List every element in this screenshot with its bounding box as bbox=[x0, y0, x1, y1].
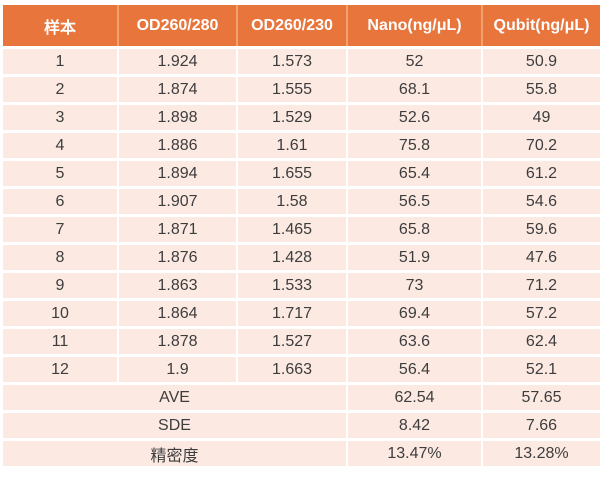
cell-od260-230: 1.663 bbox=[236, 354, 348, 385]
summary-row: SDE 8.42 7.66 bbox=[3, 410, 600, 441]
cell-od260-280: 1.864 bbox=[117, 298, 238, 329]
summary-row: AVE 62.54 57.65 bbox=[3, 382, 600, 413]
cell-nano: 65.8 bbox=[346, 214, 483, 245]
summary-label: AVE bbox=[3, 382, 348, 413]
cell-sample: 8 bbox=[3, 242, 119, 273]
cell-nano: 8.42 bbox=[346, 410, 483, 441]
cell-nano: 52.6 bbox=[346, 102, 483, 133]
cell-sample: 5 bbox=[3, 158, 119, 189]
table-row: 2 1.874 1.555 68.1 55.8 bbox=[3, 74, 600, 105]
cell-sample: 10 bbox=[3, 298, 119, 329]
table-row: 8 1.876 1.428 51.9 47.6 bbox=[3, 242, 600, 273]
cell-qubit: 50.9 bbox=[481, 46, 600, 77]
table-row: 7 1.871 1.465 65.8 59.6 bbox=[3, 214, 600, 245]
summary-label: 精密度 bbox=[3, 438, 348, 469]
cell-sample: 11 bbox=[3, 326, 119, 357]
cell-qubit: 54.6 bbox=[481, 186, 600, 217]
cell-qubit: 61.2 bbox=[481, 158, 600, 189]
header-row: 样本 OD260/280 OD260/230 Nano(ng/μL) Qubit… bbox=[3, 5, 600, 49]
page: 样本 OD260/280 OD260/230 Nano(ng/μL) Qubit… bbox=[3, 5, 600, 469]
table-row: 1 1.924 1.573 52 50.9 bbox=[3, 46, 600, 77]
cell-od260-230: 1.573 bbox=[236, 46, 348, 77]
cell-qubit: 59.6 bbox=[481, 214, 600, 245]
cell-qubit: 47.6 bbox=[481, 242, 600, 273]
cell-od260-280: 1.894 bbox=[117, 158, 238, 189]
table-row: 11 1.878 1.527 63.6 62.4 bbox=[3, 326, 600, 357]
summary-label: SDE bbox=[3, 410, 348, 441]
cell-nano: 65.4 bbox=[346, 158, 483, 189]
cell-od260-230: 1.533 bbox=[236, 270, 348, 301]
cell-od260-280: 1.871 bbox=[117, 214, 238, 245]
cell-od260-230: 1.529 bbox=[236, 102, 348, 133]
cell-qubit: 57.65 bbox=[481, 382, 600, 413]
col-header-od260-280: OD260/280 bbox=[117, 5, 237, 49]
cell-od260-280: 1.898 bbox=[117, 102, 238, 133]
cell-nano: 56.4 bbox=[346, 354, 483, 385]
cell-od260-230: 1.527 bbox=[236, 326, 348, 357]
col-header-sample: 样本 bbox=[3, 5, 118, 49]
summary-row: 精密度 13.47% 13.28% bbox=[3, 438, 600, 469]
cell-od260-230: 1.465 bbox=[236, 214, 348, 245]
cell-qubit: 71.2 bbox=[481, 270, 600, 301]
table-row: 12 1.9 1.663 56.4 52.1 bbox=[3, 354, 600, 385]
table-row: 4 1.886 1.61 75.8 70.2 bbox=[3, 130, 600, 161]
cell-od260-280: 1.874 bbox=[117, 74, 238, 105]
table-body: 1 1.924 1.573 52 50.9 2 1.874 1.555 68.1 55.8 3 1.8… bbox=[3, 46, 600, 469]
cell-nano: 56.5 bbox=[346, 186, 483, 217]
cell-nano: 51.9 bbox=[346, 242, 483, 273]
cell-od260-230: 1.428 bbox=[236, 242, 348, 273]
cell-nano: 52 bbox=[346, 46, 483, 77]
cell-qubit: 7.66 bbox=[481, 410, 600, 441]
cell-sample: 2 bbox=[3, 74, 119, 105]
cell-od260-280: 1.876 bbox=[117, 242, 238, 273]
cell-qubit: 70.2 bbox=[481, 130, 600, 161]
cell-od260-280: 1.9 bbox=[117, 354, 238, 385]
cell-od260-280: 1.924 bbox=[117, 46, 238, 77]
cell-nano: 13.47% bbox=[346, 438, 483, 469]
col-header-nano: Nano(ng/μL) bbox=[346, 5, 482, 49]
table-row: 10 1.864 1.717 69.4 57.2 bbox=[3, 298, 600, 329]
cell-sample: 1 bbox=[3, 46, 119, 77]
cell-od260-230: 1.655 bbox=[236, 158, 348, 189]
cell-sample: 6 bbox=[3, 186, 119, 217]
cell-qubit: 52.1 bbox=[481, 354, 600, 385]
cell-od260-280: 1.878 bbox=[117, 326, 238, 357]
cell-od260-280: 1.907 bbox=[117, 186, 238, 217]
table-row: 9 1.863 1.533 73 71.2 bbox=[3, 270, 600, 301]
cell-od260-230: 1.61 bbox=[236, 130, 348, 161]
cell-od260-230: 1.555 bbox=[236, 74, 348, 105]
cell-nano: 73 bbox=[346, 270, 483, 301]
dna-sample-quality-table: 样本 OD260/280 OD260/230 Nano(ng/μL) Qubit… bbox=[3, 5, 600, 469]
col-header-od260-230: OD260/230 bbox=[236, 5, 347, 49]
col-header-qubit: Qubit(ng/μL) bbox=[481, 5, 600, 49]
cell-qubit: 57.2 bbox=[481, 298, 600, 329]
cell-od260-230: 1.58 bbox=[236, 186, 348, 217]
cell-sample: 7 bbox=[3, 214, 119, 245]
cell-od260-230: 1.717 bbox=[236, 298, 348, 329]
cell-sample: 12 bbox=[3, 354, 119, 385]
cell-nano: 62.54 bbox=[346, 382, 483, 413]
cell-sample: 4 bbox=[3, 130, 119, 161]
cell-sample: 3 bbox=[3, 102, 119, 133]
cell-od260-280: 1.863 bbox=[117, 270, 238, 301]
cell-qubit: 49 bbox=[481, 102, 600, 133]
table-row: 3 1.898 1.529 52.6 49 bbox=[3, 102, 600, 133]
cell-qubit: 62.4 bbox=[481, 326, 600, 357]
table-header: 样本 OD260/280 OD260/230 Nano(ng/μL) Qubit… bbox=[3, 5, 600, 49]
cell-od260-280: 1.886 bbox=[117, 130, 238, 161]
cell-sample: 9 bbox=[3, 270, 119, 301]
cell-nano: 68.1 bbox=[346, 74, 483, 105]
cell-nano: 69.4 bbox=[346, 298, 483, 329]
cell-qubit: 55.8 bbox=[481, 74, 600, 105]
cell-nano: 75.8 bbox=[346, 130, 483, 161]
table-row: 5 1.894 1.655 65.4 61.2 bbox=[3, 158, 600, 189]
table-row: 6 1.907 1.58 56.5 54.6 bbox=[3, 186, 600, 217]
cell-nano: 63.6 bbox=[346, 326, 483, 357]
cell-qubit: 13.28% bbox=[481, 438, 600, 469]
